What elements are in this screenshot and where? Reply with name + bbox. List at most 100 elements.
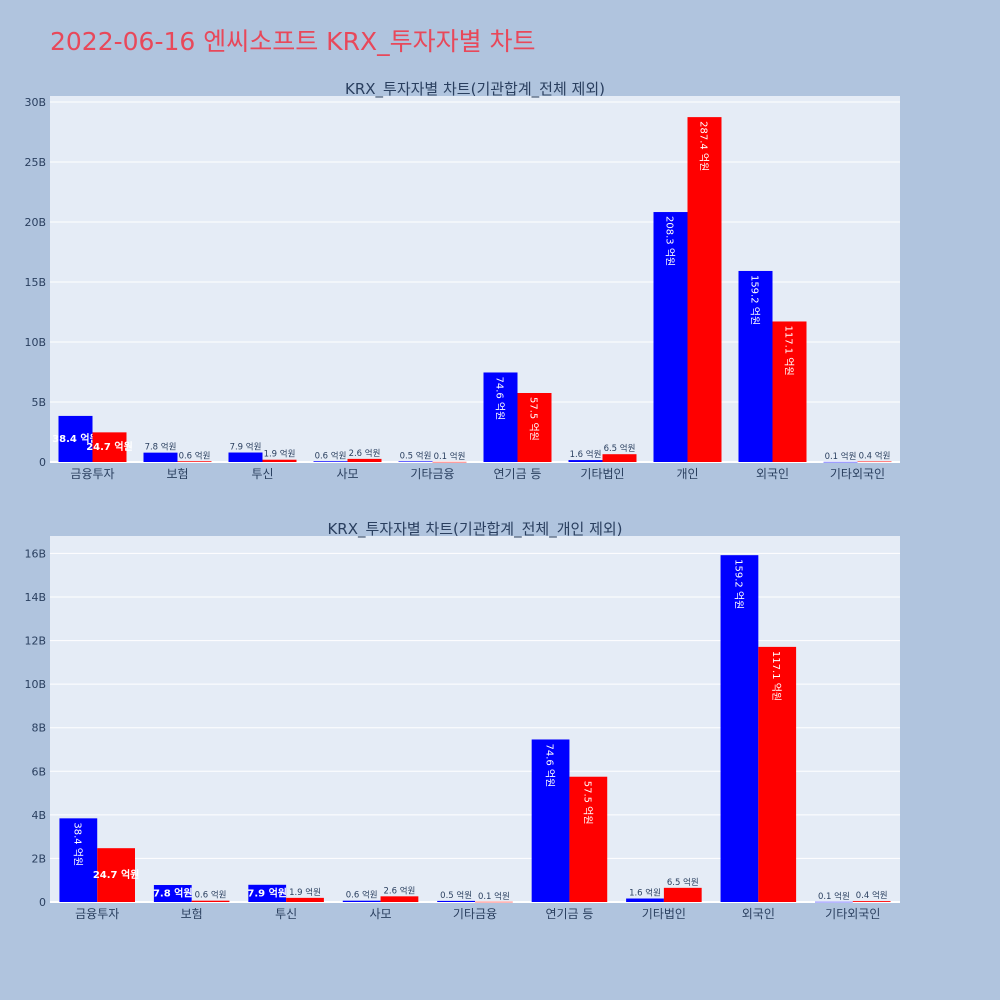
bar [97,848,135,902]
x-tick-label: 기타법인 [642,907,686,921]
x-tick-label: 외국인 [756,467,789,481]
bar-data-label: 7.9 억원 [230,442,262,453]
bar-data-label: 1.9 억원 [289,887,321,898]
bar [687,117,722,462]
bar-data-label: 1.6 억원 [570,449,602,460]
bar-data-label: 117.1 억원 [770,651,782,701]
x-tick-label: 사모 [370,907,392,921]
y-tick-label: 0 [39,456,46,469]
x-tick-label: 보험 [166,467,188,481]
y-tick-label: 16B [24,547,46,560]
y-tick-label: 25B [24,156,46,169]
y-tick-label: 4B [31,809,46,822]
bar [857,461,892,463]
bar-data-label: 6.5 억원 [667,877,699,888]
bar [153,885,192,902]
bar-data-label: 6.5 억원 [604,443,636,454]
bar-data-label: 0.1 억원 [818,891,850,902]
y-tick-label: 10B [24,336,46,349]
bar-data-label: 0.1 억원 [478,891,510,902]
bar-data-label: 159.2 억원 [749,275,761,325]
y-tick-label: 8B [31,722,46,735]
y-tick-label: 5B [31,396,46,409]
bar [626,898,664,902]
bar-data-label: 24.7 억원 [86,440,133,453]
bar-data-label: 38.4 억원 [71,822,83,866]
x-tick-label: 보험 [181,907,203,921]
bar-data-label: 208.3 억원 [664,216,676,266]
x-tick-label: 기타금융 [453,907,497,921]
bar-data-label: 57.5 억원 [581,781,593,825]
bar-data-label: 287.4 억원 [698,121,710,171]
x-tick-label: 외국인 [742,907,775,921]
bar-data-label: 57.5 억원 [528,397,540,441]
bar [569,776,608,902]
bar [653,212,688,462]
bar [380,896,419,902]
x-tick-label: 기타외국인 [825,907,880,921]
bar-data-label: 7.8 억원 [153,887,193,900]
chart-bottom: KRX_투자자별 차트(기관합계_전체_개인 제외) 0 2B 4B 6B 8B 10B 12… [24,520,900,921]
x-tick-label: 기타법인 [580,467,624,481]
bar [663,887,702,902]
chart-top: KRX_투자자별 차트(기관합계_전체 제외) 0 5B 10B 15B 20B 25B 30… [24,80,900,481]
bar [92,432,127,462]
bar [342,900,381,902]
bar-data-label: 2.6 억원 [384,885,416,896]
bar-data-label: 24.7 억원 [93,868,140,881]
bar [720,555,759,902]
bar [398,461,433,462]
x-tick-label: 기타외국인 [830,467,885,481]
bar-data-label: 74.6 억원 [494,376,506,420]
bar-data-label: 0.4 억원 [856,890,888,901]
bar [475,901,513,903]
bar-data-label: 0.6 억원 [195,890,227,901]
bar [815,901,853,903]
bar-data-label: 0.6 억원 [179,450,211,461]
y-tick-label: 20B [24,216,46,229]
x-tick-label: 기타금융 [410,467,454,481]
bar [823,461,858,463]
bar [758,646,797,902]
bar-data-label: 7.8 억원 [145,442,177,453]
bar-data-label: 1.6 억원 [629,888,661,899]
bar-data-label: 0.6 억원 [315,450,347,461]
y-tick-label: 15B [24,276,46,289]
bar-data-label: 0.5 억원 [400,450,432,461]
bar [517,393,552,462]
x-tick-label: 연기금 등 [545,907,593,921]
bar [772,321,807,462]
y-tick-label: 10B [24,678,46,691]
bar [262,459,297,462]
bar-data-label: 0.6 억원 [346,890,378,901]
y-tick-label: 6B [31,765,46,778]
bar-data-label: 0.5 억원 [440,890,472,901]
x-tick-label: 연기금 등 [494,467,542,481]
bar [531,739,570,902]
page-title: 2022-06-16 엔씨소프트 KRX_투자자별 차트 [50,27,536,56]
x-tick-label: 투신 [251,467,273,481]
bar [483,372,518,462]
bar-data-label: 117.1 억원 [783,325,795,375]
x-tick-label: 투신 [275,907,297,921]
bar [177,461,212,462]
x-tick-label: 금융투자 [70,467,114,481]
bar [286,897,324,902]
bar-data-label: 159.2 억원 [732,559,744,609]
bar-data-label: 74.6 억원 [544,743,556,787]
bar-data-label: 2.6 억원 [349,448,381,459]
bar [738,270,773,462]
bar [191,900,230,902]
bar [568,460,603,462]
y-tick-label: 2B [31,852,46,865]
x-tick-label: 사모 [336,467,358,481]
bar [313,461,348,462]
bar [143,452,178,462]
bar-data-label: 0.1 억원 [434,451,466,462]
bar-data-label: 7.9 억원 [247,886,287,899]
bar [432,461,467,463]
x-tick-label: 금융투자 [75,907,119,921]
chart-title: KRX_투자자별 차트(기관합계_전체_개인 제외) [327,520,622,539]
bar [437,900,475,902]
bar-data-label: 1.9 억원 [264,449,296,460]
